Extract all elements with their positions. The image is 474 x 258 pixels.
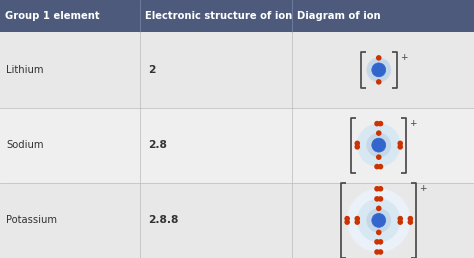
Circle shape — [378, 196, 383, 202]
Text: +: + — [409, 119, 417, 128]
Circle shape — [355, 144, 360, 150]
Circle shape — [355, 141, 360, 146]
Circle shape — [347, 189, 410, 252]
Circle shape — [378, 239, 383, 245]
Text: Electronic structure of ion: Electronic structure of ion — [145, 11, 292, 21]
Circle shape — [367, 133, 391, 157]
Circle shape — [357, 199, 400, 242]
Circle shape — [374, 196, 380, 202]
Circle shape — [367, 58, 391, 82]
Circle shape — [367, 208, 391, 232]
Circle shape — [374, 121, 380, 126]
Text: Group 1 element: Group 1 element — [5, 11, 100, 21]
Circle shape — [376, 206, 382, 211]
Bar — [0, 32, 474, 108]
Circle shape — [408, 216, 413, 221]
Text: 2: 2 — [148, 65, 155, 75]
Circle shape — [344, 219, 350, 225]
Circle shape — [376, 130, 382, 136]
Circle shape — [355, 216, 360, 221]
Circle shape — [397, 144, 403, 150]
Circle shape — [378, 164, 383, 170]
Circle shape — [376, 79, 382, 85]
Text: Sodium: Sodium — [6, 140, 44, 150]
Text: +: + — [400, 53, 407, 62]
Circle shape — [355, 219, 360, 225]
Circle shape — [357, 124, 400, 167]
Text: Diagram of ion: Diagram of ion — [297, 11, 380, 21]
Circle shape — [374, 164, 380, 170]
Circle shape — [378, 121, 383, 126]
Circle shape — [408, 219, 413, 225]
Text: Lithium: Lithium — [6, 65, 44, 75]
Circle shape — [374, 239, 380, 245]
Circle shape — [378, 249, 383, 255]
Circle shape — [372, 213, 386, 227]
Bar — [0, 108, 474, 183]
Circle shape — [376, 154, 382, 160]
Text: Potassium: Potassium — [6, 215, 57, 225]
Circle shape — [376, 55, 382, 61]
Text: 2.8.8: 2.8.8 — [148, 215, 178, 225]
Circle shape — [374, 249, 380, 255]
Bar — [0, 183, 474, 258]
Circle shape — [372, 138, 386, 152]
Circle shape — [344, 216, 350, 221]
Circle shape — [397, 141, 403, 146]
Circle shape — [374, 186, 380, 192]
Bar — [0, 0, 474, 32]
Circle shape — [378, 186, 383, 192]
Text: 2.8: 2.8 — [148, 140, 167, 150]
Circle shape — [397, 219, 403, 225]
Circle shape — [376, 230, 382, 235]
Text: +: + — [419, 184, 427, 193]
Circle shape — [397, 216, 403, 221]
Circle shape — [372, 63, 386, 77]
